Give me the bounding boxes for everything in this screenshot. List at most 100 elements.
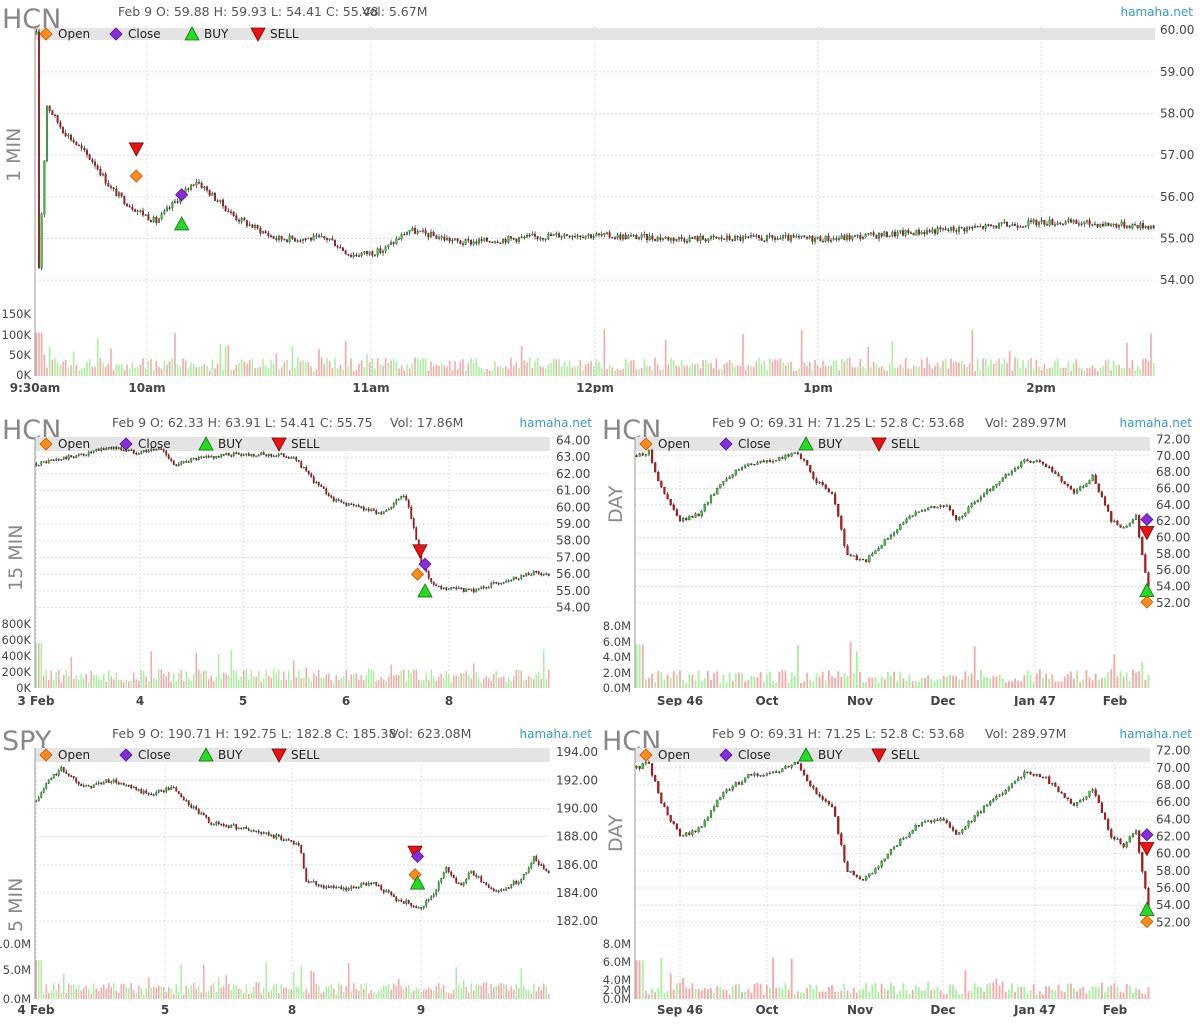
volume-bar <box>765 985 768 999</box>
volume-bar <box>185 671 187 688</box>
volume-bar <box>310 970 312 999</box>
candle-body <box>67 773 70 776</box>
candle-body <box>1113 836 1116 840</box>
candle-body <box>250 454 253 456</box>
volume-bar <box>102 363 104 376</box>
volume-bar <box>472 362 475 376</box>
candle-body <box>442 872 445 879</box>
legend-sell-label: SELL <box>891 748 920 762</box>
candle-body <box>1110 511 1113 522</box>
sell-marker-icon-legend <box>271 748 287 763</box>
volume-bar <box>896 367 899 376</box>
volume-bar <box>827 365 830 376</box>
candle-body <box>1072 803 1076 806</box>
candle-body <box>696 236 699 241</box>
candle-body <box>172 460 175 465</box>
candle-body <box>638 766 641 769</box>
volume-bar <box>203 964 205 999</box>
candle-body <box>310 237 312 241</box>
candle-body <box>697 827 700 833</box>
volume-bar <box>214 368 216 376</box>
candle-body <box>635 234 638 240</box>
volume-bar <box>760 364 763 376</box>
candle-body <box>685 518 688 521</box>
y-tick-label: 56.00 <box>556 567 590 581</box>
volume-bar <box>945 676 948 688</box>
candle-body <box>131 206 134 210</box>
candle-body <box>127 449 130 452</box>
volume-bar <box>358 990 360 999</box>
volume-bar <box>528 675 530 688</box>
candle-body <box>821 482 824 485</box>
candle-body <box>1003 221 1006 224</box>
x-tick-label: Jan 47 <box>1013 1003 1056 1017</box>
volume-bar <box>103 673 105 688</box>
volume-tick-label: 0K <box>16 681 31 695</box>
volume-bar <box>1086 367 1088 376</box>
candle-body <box>347 888 350 891</box>
candle-body <box>432 894 435 897</box>
volume-bar <box>540 679 542 688</box>
volume-bar <box>1096 370 1099 376</box>
y-tick-label: 72.00 <box>1156 432 1190 446</box>
volume-bar <box>806 673 809 688</box>
volume-bar <box>824 366 827 376</box>
volume-bar <box>865 681 868 688</box>
candle-body <box>262 452 265 455</box>
candle-body <box>175 787 178 792</box>
candle-body <box>515 238 518 242</box>
candle-body <box>515 576 518 579</box>
volume-bar <box>1088 990 1091 999</box>
volume-bar <box>118 679 120 688</box>
candle-body <box>105 448 108 450</box>
volume-bar <box>375 681 377 688</box>
open-marker-icon-legend <box>39 27 53 41</box>
volume-bar <box>986 677 989 688</box>
candle-body <box>265 454 268 457</box>
legend-bar <box>35 437 550 451</box>
volume-bar <box>182 358 184 376</box>
volume-bar <box>115 990 117 999</box>
volume-bar <box>635 644 638 688</box>
candle-body <box>483 237 486 241</box>
candle-body <box>942 505 945 507</box>
candle-body <box>930 820 933 823</box>
candle-body <box>926 230 928 235</box>
volume-bar <box>275 353 278 376</box>
candle-body <box>762 775 765 777</box>
candle-body <box>220 454 223 457</box>
volume-bar <box>504 366 507 376</box>
volume-bar <box>1069 671 1072 688</box>
candle-body <box>385 510 388 512</box>
candle-body <box>843 235 846 240</box>
volume-bar <box>255 676 257 688</box>
candle-body <box>650 763 654 776</box>
candle-body <box>644 454 647 456</box>
volume-bar <box>702 360 704 376</box>
volume-bar <box>555 359 558 376</box>
candle-body <box>335 887 338 889</box>
volume-bar <box>390 989 392 999</box>
candle-body <box>62 456 65 460</box>
candle-body <box>945 820 948 823</box>
volume-bar <box>379 364 382 376</box>
candle-body <box>590 234 592 238</box>
candle-body <box>128 206 131 208</box>
candle-body <box>1060 476 1063 482</box>
volume-bar <box>144 368 147 376</box>
candle-body <box>267 233 270 236</box>
volume-bar <box>50 670 52 688</box>
volume-bar <box>566 366 568 376</box>
volume-bar <box>78 370 80 376</box>
candle-body <box>917 825 920 827</box>
volume-bar <box>515 362 518 376</box>
candle-body <box>242 827 245 829</box>
candle-body <box>203 186 206 189</box>
candle-body <box>162 449 165 452</box>
candle-body <box>136 210 139 212</box>
volume-bar <box>263 678 265 688</box>
candle-body <box>307 881 310 883</box>
volume-bar <box>747 679 750 688</box>
candle-body <box>796 762 799 764</box>
volume-tick-label: 50K <box>9 348 32 362</box>
